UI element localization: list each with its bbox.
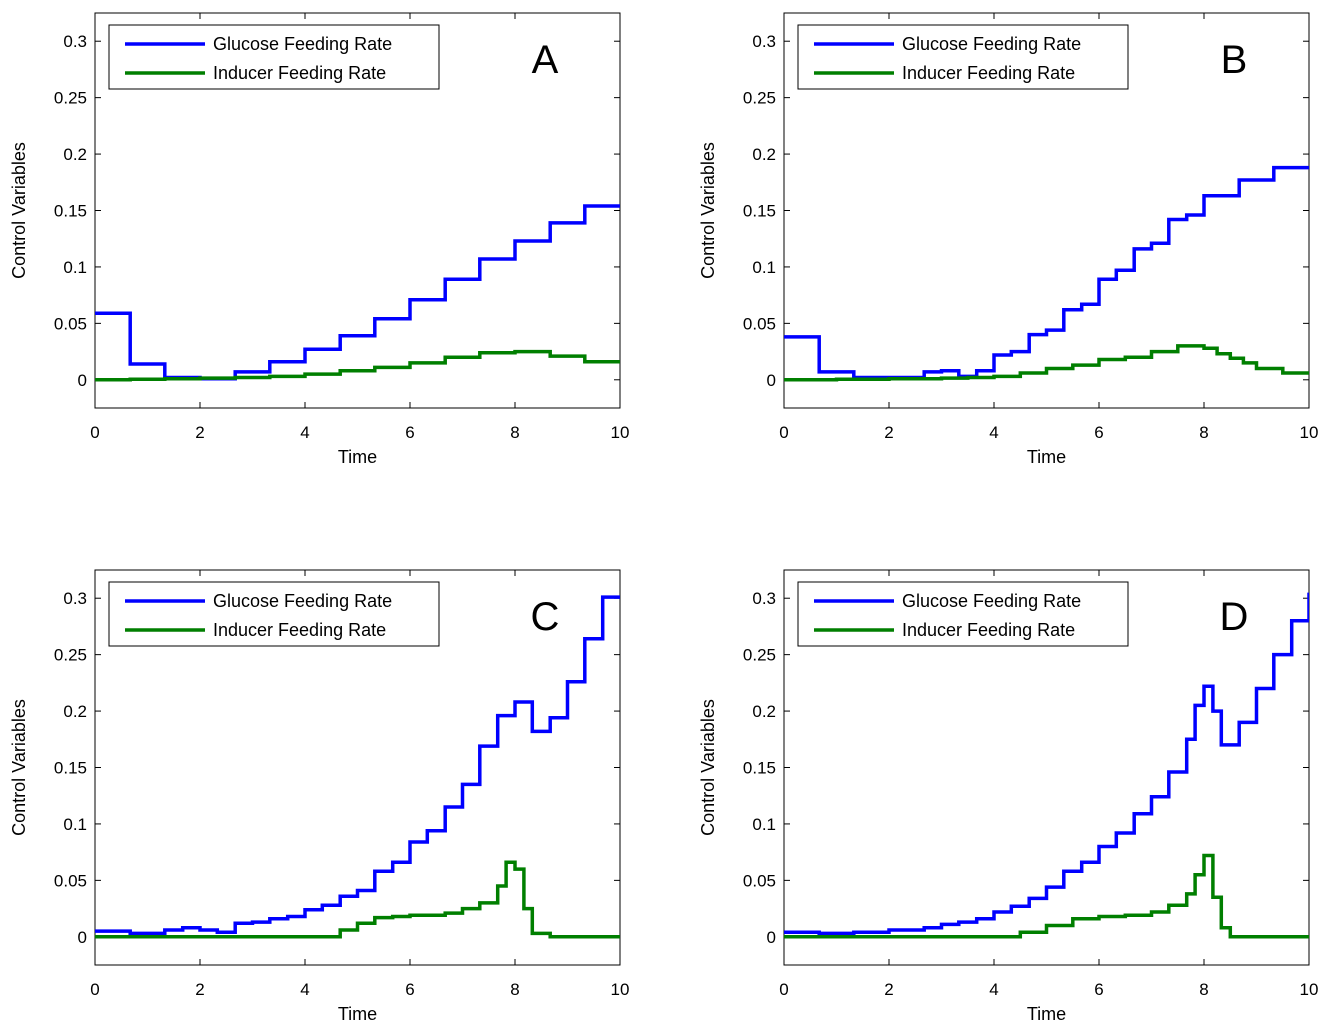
y-tick-label: 0.1 [63,258,87,277]
legend-entry: Inducer Feeding Rate [902,63,1075,83]
y-tick-label: 0.1 [752,815,776,834]
y-tick-label: 0.05 [54,871,87,890]
legend [108,581,440,647]
series-line-inducer [784,853,1309,939]
x-tick-label: 10 [611,980,630,999]
y-tick-label: 0.3 [752,589,776,608]
x-tick-label: 8 [510,980,519,999]
x-tick-label: 8 [1199,980,1208,999]
chart-panel-a: 0 2 4 6 8 10 0 0.05 0.1 0.15 0.2 0.25 0.3 Time Control… [9,12,630,467]
x-tick-label: 6 [405,980,414,999]
legend [797,24,1129,90]
y-tick-label: 0.15 [743,202,776,221]
x-tick-label: 0 [779,980,788,999]
y-tick-label: 0 [78,928,87,947]
y-tick-label: 0.05 [54,314,87,333]
x-tick-label: 10 [1300,980,1319,999]
y-tick-label: 0.05 [743,871,776,890]
x-tick-label: 6 [1094,423,1103,442]
x-axis-label: Time [338,1004,377,1024]
x-tick-label: 0 [90,980,99,999]
y-tick-label: 0.15 [54,202,87,221]
y-tick-label: 0 [767,371,776,390]
legend-entry: Glucose Feeding Rate [902,591,1081,611]
legend-entry: Inducer Feeding Rate [213,63,386,83]
x-tick-label: 6 [405,423,414,442]
panel-label: B [1221,38,1248,82]
series-line-inducer [95,349,620,382]
x-tick-label: 2 [884,423,893,442]
legend [797,581,1129,647]
x-tick-label: 4 [989,980,998,999]
series-line-inducer [95,860,620,939]
x-tick-label: 10 [611,423,630,442]
y-axis-label: Control Variables [698,142,718,279]
x-tick-label: 0 [90,423,99,442]
series-line-inducer [784,344,1309,382]
series-line-glucose [95,595,620,936]
y-tick-label: 0.25 [54,89,87,108]
y-tick-label: 0.05 [743,314,776,333]
y-tick-label: 0.15 [54,759,87,778]
y-tick-label: 0.3 [63,589,87,608]
y-tick-label: 0.2 [752,702,776,721]
legend-entry: Inducer Feeding Rate [213,620,386,640]
legend-entry: Glucose Feeding Rate [213,34,392,54]
series-line-glucose [784,165,1309,380]
y-tick-label: 0.15 [743,759,776,778]
chart-panel-c: 0 2 4 6 8 10 0 0.05 0.1 0.15 0.2 0.25 0.3 Time Control… [9,569,630,1024]
chart-panel-b: 0 2 4 6 8 10 0 0.05 0.1 0.15 0.2 0.25 0.3 Time Control… [698,12,1319,467]
panel-label: C [531,595,560,639]
legend [108,24,440,90]
y-tick-label: 0.2 [752,145,776,164]
y-axis-label: Control Variables [698,699,718,836]
x-tick-label: 6 [1094,980,1103,999]
x-tick-label: 8 [1199,423,1208,442]
y-tick-label: 0.25 [743,646,776,665]
y-tick-label: 0.2 [63,702,87,721]
x-tick-label: 4 [300,980,309,999]
x-tick-label: 0 [779,423,788,442]
x-tick-label: 2 [195,980,204,999]
y-tick-label: 0.3 [63,32,87,51]
x-tick-label: 10 [1300,423,1319,442]
y-axis-label: Control Variables [9,142,29,279]
y-tick-label: 0.1 [63,815,87,834]
y-tick-label: 0.1 [752,258,776,277]
series-line-glucose [784,592,1309,936]
x-tick-label: 4 [989,423,998,442]
y-tick-label: 0.3 [752,32,776,51]
legend-entry: Glucose Feeding Rate [902,34,1081,54]
x-axis-label: Time [1027,447,1066,467]
x-axis-label: Time [338,447,377,467]
panel-label: A [532,38,559,82]
y-tick-label: 0.25 [743,89,776,108]
y-axis-label: Control Variables [9,699,29,836]
legend-entry: Inducer Feeding Rate [902,620,1075,640]
x-tick-label: 2 [884,980,893,999]
y-tick-label: 0 [78,371,87,390]
y-tick-label: 0 [767,928,776,947]
panel-label: D [1220,595,1249,639]
y-tick-label: 0.2 [63,145,87,164]
x-axis-label: Time [1027,1004,1066,1024]
chart-panel-d: 0 2 4 6 8 10 0 0.05 0.1 0.15 0.2 0.25 0.3 Time Control… [698,569,1319,1024]
x-tick-label: 8 [510,423,519,442]
y-tick-label: 0.25 [54,646,87,665]
legend-entry: Glucose Feeding Rate [213,591,392,611]
x-tick-label: 2 [195,423,204,442]
x-tick-label: 4 [300,423,309,442]
